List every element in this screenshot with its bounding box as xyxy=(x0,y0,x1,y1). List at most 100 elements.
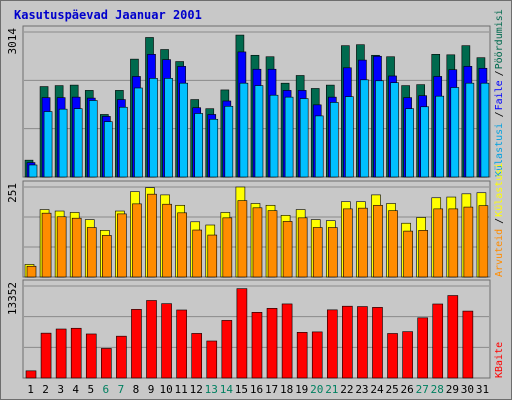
bar-arvuteid-day-15 xyxy=(237,200,248,278)
x-tick-label-day-6: 6 xyxy=(103,383,110,396)
bar-kbaite-day-6 xyxy=(101,348,112,379)
bar-klastusi-day-23 xyxy=(360,79,369,178)
bar-klastusi-day-24 xyxy=(375,80,384,178)
bar-arvuteid-day-27 xyxy=(418,230,428,278)
panel-2: 251 Arvuteid /Külastusi xyxy=(6,163,505,278)
chart-title: Kasutuspäevad Jaanuar 2001 xyxy=(14,8,202,22)
bar-klastusi-day-13 xyxy=(209,118,219,178)
bar-arvuteid-day-6 xyxy=(102,235,112,278)
legend-separator: / xyxy=(494,111,505,117)
bar-klastusi-day-30 xyxy=(465,82,475,178)
x-tick-label-day-10: 10 xyxy=(159,383,172,396)
bar-arvuteid-day-11 xyxy=(177,212,187,278)
bar-kbaite-day-13 xyxy=(206,340,218,379)
x-tick-label-day-24: 24 xyxy=(370,383,384,396)
x-tick-label-day-12: 12 xyxy=(190,383,203,396)
bar-arvuteid-day-23 xyxy=(358,207,368,278)
bar-kbaite-day-17 xyxy=(266,308,278,379)
bar-kbaite-day-23 xyxy=(357,306,368,379)
x-tick-label-day-2: 2 xyxy=(42,383,49,396)
bar-kbaite-day-8 xyxy=(131,309,142,379)
bar-kbaite-day-15 xyxy=(236,288,248,379)
legend-klastusi: Külastusi xyxy=(494,123,505,177)
panel-1-legend: Külastusi/Faile/Pöördumisi xyxy=(494,9,505,177)
bar-arvuteid-day-5 xyxy=(86,227,97,278)
x-tick-label-day-16: 16 xyxy=(250,383,263,396)
bar-klastusi-day-26 xyxy=(405,108,414,178)
bar-klastusi-day-22 xyxy=(345,96,354,178)
bar-klastusi-day-9 xyxy=(149,78,158,178)
bar-kbaite-day-2 xyxy=(40,332,52,379)
bar-klastusi-day-29 xyxy=(450,87,460,178)
bar-arvuteid-day-3 xyxy=(56,216,67,278)
bar-klastusi-day-25 xyxy=(390,82,399,178)
bar-arvuteid-day-26 xyxy=(403,230,413,278)
bar-kbaite-day-3 xyxy=(55,328,67,379)
bar-klastusi-day-28 xyxy=(435,95,445,178)
bar-kbaite-day-5 xyxy=(85,333,97,379)
bar-kbaite-day-24 xyxy=(372,307,383,379)
bar-kbaite-day-20 xyxy=(311,331,323,379)
panel-3-ymax-label: 13352 xyxy=(6,282,19,315)
x-tick-label-day-13: 13 xyxy=(205,383,218,396)
bar-kbaite-day-21 xyxy=(326,309,338,379)
bar-kbaite-day-26 xyxy=(402,331,413,379)
x-tick-label-day-20: 20 xyxy=(310,383,323,396)
x-tick-label-day-23: 23 xyxy=(355,383,368,396)
x-tick-label-day-9: 9 xyxy=(148,383,155,396)
x-tick-label-day-25: 25 xyxy=(385,383,398,396)
x-tick-label-day-30: 30 xyxy=(461,383,474,396)
bar-arvuteid-day-19 xyxy=(297,217,308,278)
bar-arvuteid-day-14 xyxy=(222,217,233,278)
x-tick-label-day-19: 19 xyxy=(295,383,308,396)
bar-klastusi-day-31 xyxy=(480,82,490,178)
bar-kbaite-day-29 xyxy=(447,295,459,379)
bar-klastusi-day-1 xyxy=(28,164,38,178)
bar-arvuteid-day-12 xyxy=(192,229,203,278)
bar-arvuteid-day-20 xyxy=(312,227,323,278)
bar-kbaite-day-22 xyxy=(342,305,353,379)
bar-klastusi-day-27 xyxy=(420,106,429,178)
bar-arvuteid-day-21 xyxy=(327,227,338,278)
x-tick-label-day-5: 5 xyxy=(87,383,94,396)
bar-kbaite-day-25 xyxy=(387,333,398,379)
bar-kbaite-day-18 xyxy=(281,303,293,379)
panel-2-ymax-label: 251 xyxy=(6,183,19,203)
legend-kbaite: KBaite xyxy=(494,342,505,378)
bar-klastusi-day-11 xyxy=(179,82,188,178)
bar-klastusi-day-3 xyxy=(58,108,68,178)
bar-arvuteid-day-1 xyxy=(26,265,37,278)
bar-klastusi-day-14 xyxy=(224,105,234,178)
panel-2-legend: Arvuteid /Külastusi xyxy=(494,163,505,277)
x-tick-label-day-21: 21 xyxy=(325,383,338,396)
legend-arvuteid: Arvuteid xyxy=(494,229,505,277)
bar-arvuteid-day-9 xyxy=(147,193,157,278)
bar-arvuteid-day-25 xyxy=(388,210,398,278)
bar-klastusi-day-18 xyxy=(284,96,294,178)
bar-kbaite-day-10 xyxy=(161,303,172,379)
bar-kbaite-day-12 xyxy=(191,333,203,379)
panel-3-legend: KBaite xyxy=(494,342,505,378)
bar-klastusi-day-19 xyxy=(299,98,309,178)
bar-kbaite-day-1 xyxy=(25,370,37,379)
bar-kbaite-day-19 xyxy=(296,332,308,379)
bar-arvuteid-day-7 xyxy=(117,213,127,278)
panel-1-ymax-label: 3014 xyxy=(6,28,19,55)
x-tick-label-day-28: 28 xyxy=(431,383,444,396)
x-tick-label-day-3: 3 xyxy=(57,383,64,396)
bar-arvuteid-day-17 xyxy=(267,210,278,278)
bar-kbaite-day-7 xyxy=(116,335,127,379)
bar-klastusi-day-16 xyxy=(254,85,264,178)
x-tick-label-day-18: 18 xyxy=(280,383,293,396)
x-tick-label-day-7: 7 xyxy=(118,383,125,396)
bar-arvuteid-day-8 xyxy=(132,203,142,278)
bar-arvuteid-day-4 xyxy=(71,217,82,278)
bar-arvuteid-day-13 xyxy=(207,234,218,278)
bar-arvuteid-day-22 xyxy=(343,208,353,278)
x-tick-label-day-27: 27 xyxy=(416,383,429,396)
bar-kbaite-day-14 xyxy=(221,320,233,379)
bar-klastusi-day-7 xyxy=(119,106,128,178)
legend-faile: Faile xyxy=(494,80,505,110)
